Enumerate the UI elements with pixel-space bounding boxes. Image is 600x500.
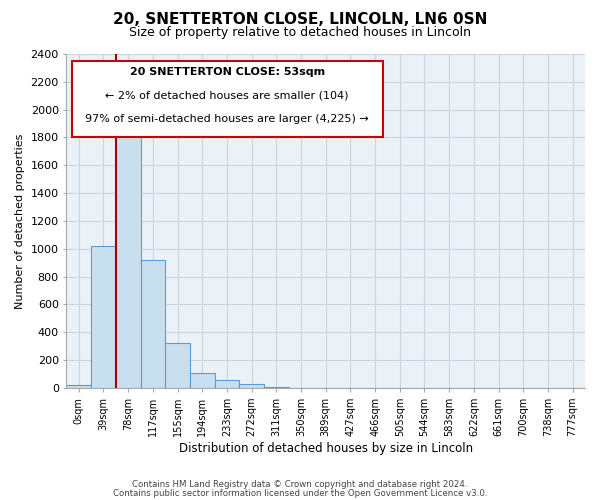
Text: Size of property relative to detached houses in Lincoln: Size of property relative to detached ho… — [129, 26, 471, 39]
Text: 20, SNETTERTON CLOSE, LINCOLN, LN6 0SN: 20, SNETTERTON CLOSE, LINCOLN, LN6 0SN — [113, 12, 487, 28]
Bar — [264, 387, 289, 388]
Bar — [215, 380, 239, 388]
Bar — [190, 374, 215, 388]
X-axis label: Distribution of detached houses by size in Lincoln: Distribution of detached houses by size … — [179, 442, 473, 455]
FancyBboxPatch shape — [71, 60, 383, 138]
Text: Contains HM Land Registry data © Crown copyright and database right 2024.: Contains HM Land Registry data © Crown c… — [132, 480, 468, 489]
Bar — [239, 384, 264, 388]
Bar — [165, 344, 190, 388]
Bar — [140, 260, 165, 388]
Text: ← 2% of detached houses are smaller (104): ← 2% of detached houses are smaller (104… — [106, 90, 349, 101]
Text: 20 SNETTERTON CLOSE: 53sqm: 20 SNETTERTON CLOSE: 53sqm — [130, 68, 325, 78]
Text: 97% of semi-detached houses are larger (4,225) →: 97% of semi-detached houses are larger (… — [85, 114, 369, 124]
Bar — [116, 124, 140, 388]
Text: Contains public sector information licensed under the Open Government Licence v3: Contains public sector information licen… — [113, 488, 487, 498]
Y-axis label: Number of detached properties: Number of detached properties — [15, 134, 25, 308]
Bar — [67, 385, 91, 388]
Bar — [91, 246, 116, 388]
